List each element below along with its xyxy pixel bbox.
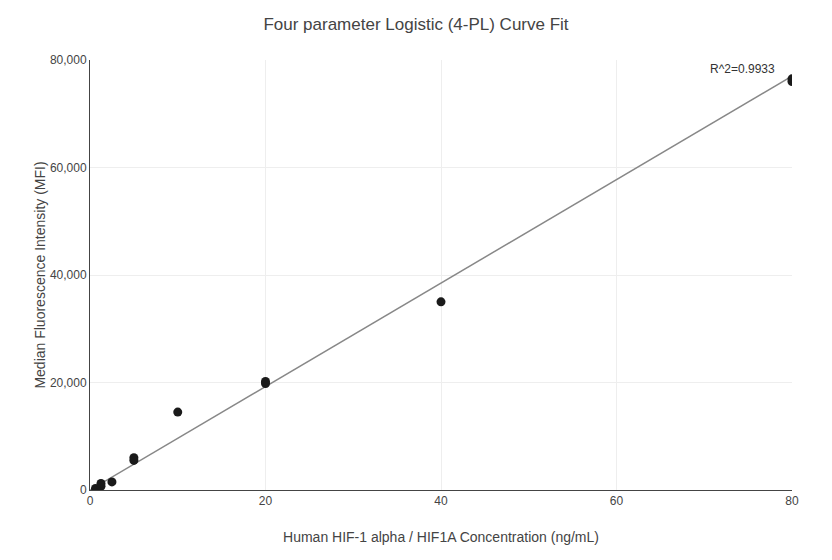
svg-text:Four parameter Logistic (4-PL): Four parameter Logistic (4-PL) Curve Fit <box>263 15 568 34</box>
svg-text:0: 0 <box>80 483 87 497</box>
svg-text:80,000: 80,000 <box>50 53 87 67</box>
svg-text:Human HIF-1 alpha / HIF1A Conc: Human HIF-1 alpha / HIF1A Concentration … <box>283 529 599 545</box>
svg-text:80: 80 <box>785 494 799 508</box>
svg-text:20,000: 20,000 <box>50 376 87 390</box>
svg-text:60: 60 <box>610 494 624 508</box>
svg-text:40: 40 <box>434 494 448 508</box>
svg-text:0: 0 <box>87 494 94 508</box>
svg-text:40,000: 40,000 <box>50 268 87 282</box>
svg-text:60,000: 60,000 <box>50 161 87 175</box>
svg-text:Median Fluorescence Intensity: Median Fluorescence Intensity (MFI) <box>32 161 48 388</box>
svg-text:20: 20 <box>259 494 273 508</box>
svg-text:R^2=0.9933: R^2=0.9933 <box>710 62 775 76</box>
